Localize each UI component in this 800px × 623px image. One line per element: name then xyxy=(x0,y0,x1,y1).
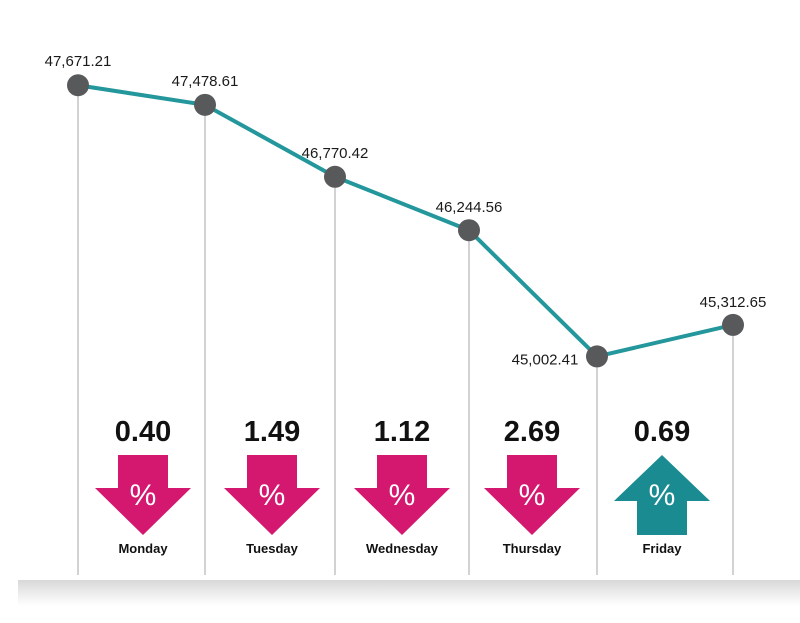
daily-change-tuesday: 1.49% Tuesday xyxy=(224,416,320,556)
day-label: Thursday xyxy=(503,541,562,556)
series-line-layer xyxy=(76,83,735,359)
daily-change-monday: 0.40% Monday xyxy=(95,416,191,556)
percent-sign: % xyxy=(259,479,286,512)
down-arrow-icon xyxy=(354,455,450,535)
down-arrow-icon xyxy=(224,455,320,535)
day-label: Monday xyxy=(118,541,168,556)
value-labels: 47,671.21 47,478.61 46,770.42 46,244.56 45,0… xyxy=(45,53,767,368)
percent-sign: % xyxy=(649,479,676,512)
percent-sign: % xyxy=(130,479,157,512)
daily-changes: 0.40% Monday 1.49% Tuesday 1.12% Wednesday 2.6… xyxy=(95,416,710,556)
value-label: 45,002.41 xyxy=(512,351,579,368)
daily-change-thursday: 2.69% Thursday xyxy=(484,416,580,556)
change-percent-value: 0.40 xyxy=(115,416,171,448)
value-label: 46,244.56 xyxy=(436,199,503,216)
value-label: 47,478.61 xyxy=(172,73,239,90)
change-percent-value: 0.69 xyxy=(634,416,690,448)
value-label: 47,671.21 xyxy=(45,53,112,70)
guide-lines xyxy=(77,85,734,575)
daily-change-wednesday: 1.12% Wednesday xyxy=(354,416,450,556)
series-line xyxy=(76,83,735,359)
day-label: Friday xyxy=(642,541,682,556)
change-percent-value: 1.49 xyxy=(244,416,300,448)
day-label: Wednesday xyxy=(366,541,439,556)
percent-sign: % xyxy=(389,479,416,512)
down-arrow-icon xyxy=(484,455,580,535)
day-label: Tuesday xyxy=(246,541,299,556)
base-shadow xyxy=(18,580,800,606)
up-arrow-icon xyxy=(614,455,710,535)
change-percent-value: 2.69 xyxy=(504,416,560,448)
data-markers xyxy=(67,74,744,368)
data-point-marker xyxy=(67,74,89,97)
data-point-marker xyxy=(324,165,346,188)
daily-change-friday: 0.69% Friday xyxy=(614,416,710,556)
data-point-marker xyxy=(586,345,608,368)
percent-sign: % xyxy=(519,479,546,512)
value-label: 46,770.42 xyxy=(302,145,369,162)
value-label: 45,312.65 xyxy=(700,294,767,311)
data-point-marker xyxy=(194,93,216,116)
down-arrow-icon xyxy=(95,455,191,535)
change-percent-value: 1.12 xyxy=(374,416,430,448)
data-point-marker xyxy=(458,219,480,242)
data-point-marker xyxy=(722,313,744,336)
